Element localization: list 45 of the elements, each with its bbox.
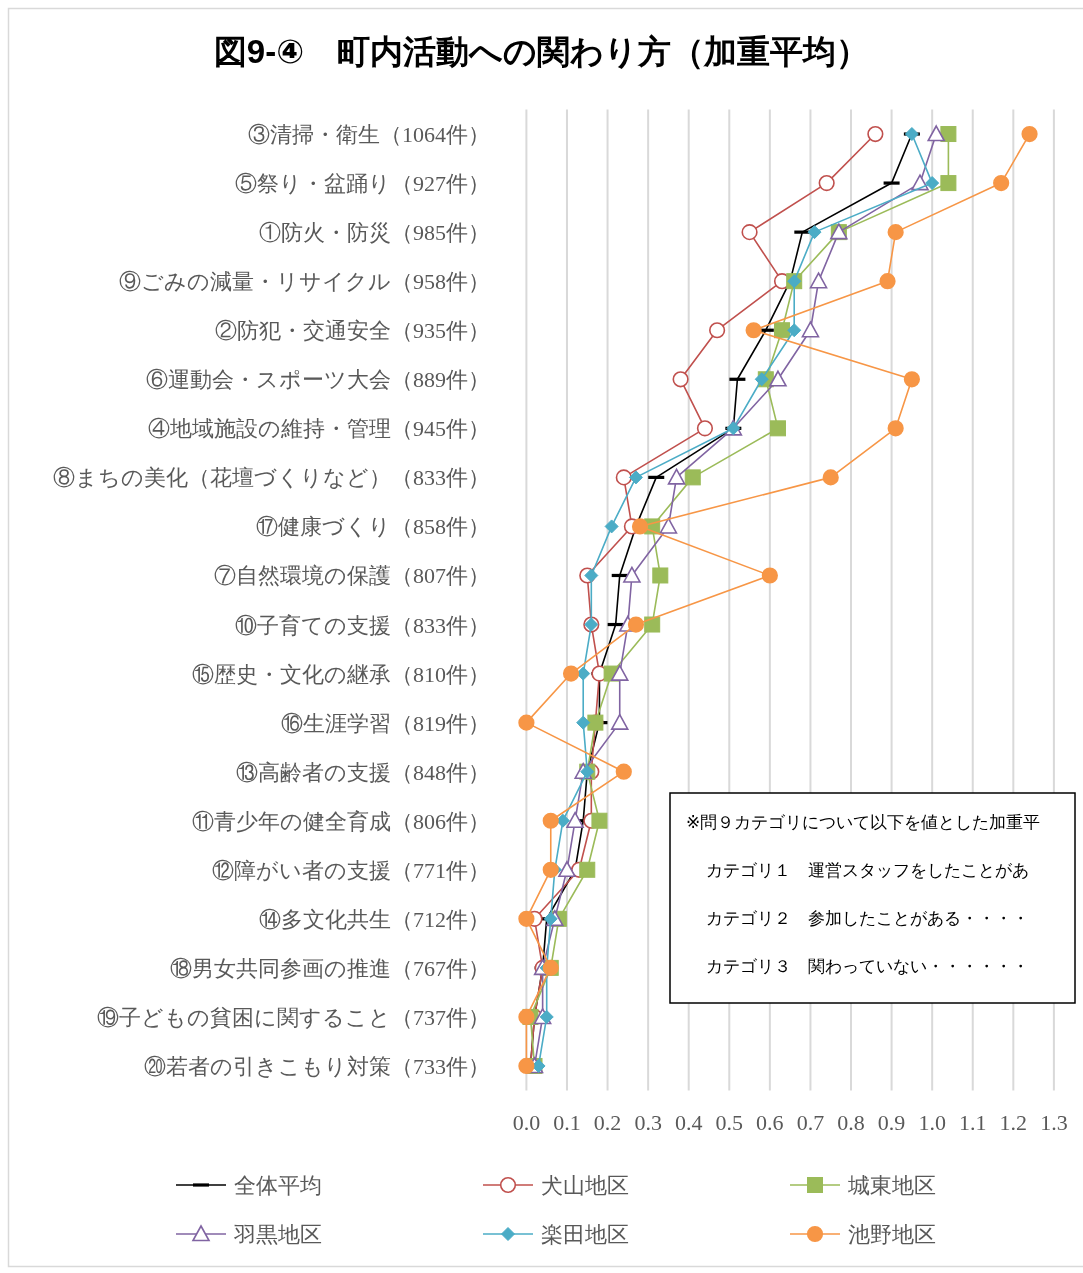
xtick-label: 0.5 xyxy=(715,1110,744,1135)
category-label: ⑮歴史・文化の継承（810件） xyxy=(192,661,490,687)
legend-label: 羽黒地区 xyxy=(234,1222,322,1247)
annotation: カテゴリ２ 参加したことがある・・・・ xyxy=(706,909,1029,928)
category-label: ⑫障がい者の支援（771件） xyxy=(212,857,490,883)
category-label: ⑧まちの美化（花壇づくりなど）（833件） xyxy=(53,465,490,491)
category-label: ⑨ごみの減量・リサイクル（958件） xyxy=(119,269,490,295)
xtick-label: 0.0 xyxy=(512,1110,541,1135)
category-label: ⑪青少年の健全育成（806件） xyxy=(192,808,490,834)
legend-label: 犬山地区 xyxy=(541,1173,629,1198)
legend-label: 全体平均 xyxy=(234,1173,322,1198)
xtick-label: 1.2 xyxy=(999,1110,1028,1135)
category-label: ⑱男女共同参画の推進（767件） xyxy=(170,955,490,981)
category-label: ③清掃・衛生（1064件） xyxy=(248,122,490,147)
xtick-label: 1.3 xyxy=(1040,1110,1068,1135)
legend-label: 楽田地区 xyxy=(541,1222,629,1247)
xtick-label: 0.3 xyxy=(634,1110,662,1135)
category-label: ⑰健康づくり（858件） xyxy=(256,514,490,540)
annotation: ※問９カテゴリについて以下を値とした加重平 xyxy=(686,813,1041,832)
category-label: ⑥運動会・スポーツ大会（889件） xyxy=(146,367,490,393)
category-label: ②防犯・交通安全（935件） xyxy=(215,318,490,344)
xtick-label: 0.2 xyxy=(593,1110,622,1135)
category-label: ⑲子どもの貧困に関すること（737件） xyxy=(97,1004,490,1030)
xtick-label: 0.9 xyxy=(877,1110,906,1135)
annotation: カテゴリ１ 運営スタッフをしたことがあ xyxy=(706,861,1029,880)
legend-label: 池野地区 xyxy=(848,1222,936,1247)
category-label: ⑯生涯学習（819件） xyxy=(281,710,490,736)
xtick-label: 0.6 xyxy=(756,1110,784,1135)
category-label: ④地域施設の維持・管理（945件） xyxy=(148,416,490,442)
category-label: ⑬高齢者の支援（848件） xyxy=(236,759,490,785)
annotation: カテゴリ３ 関わっていない・・・・・・ xyxy=(706,957,1029,976)
category-label: ⑭多文化共生（712件） xyxy=(259,906,490,932)
category-label: ⑦自然環境の保護（807件） xyxy=(214,563,490,589)
category-label: ①防火・防災（985件） xyxy=(259,220,490,246)
xtick-label: 0.7 xyxy=(796,1110,825,1135)
xtick-label: 0.4 xyxy=(674,1110,703,1135)
xtick-label: 1.1 xyxy=(959,1110,987,1135)
xtick-label: 0.1 xyxy=(553,1110,581,1135)
xtick-label: 1.0 xyxy=(918,1110,946,1135)
category-label: ⑩子育ての支援（833件） xyxy=(235,612,490,638)
legend-label: 城東地区 xyxy=(848,1173,936,1198)
title: 図9-④ 町内活動への関わり方（加重平均） xyxy=(213,33,870,70)
category-label: ⑳若者の引きこもり対策（733件） xyxy=(144,1053,490,1079)
xtick-label: 0.8 xyxy=(837,1110,865,1135)
category-label: ⑤祭り・盆踊り（927件） xyxy=(235,171,490,197)
